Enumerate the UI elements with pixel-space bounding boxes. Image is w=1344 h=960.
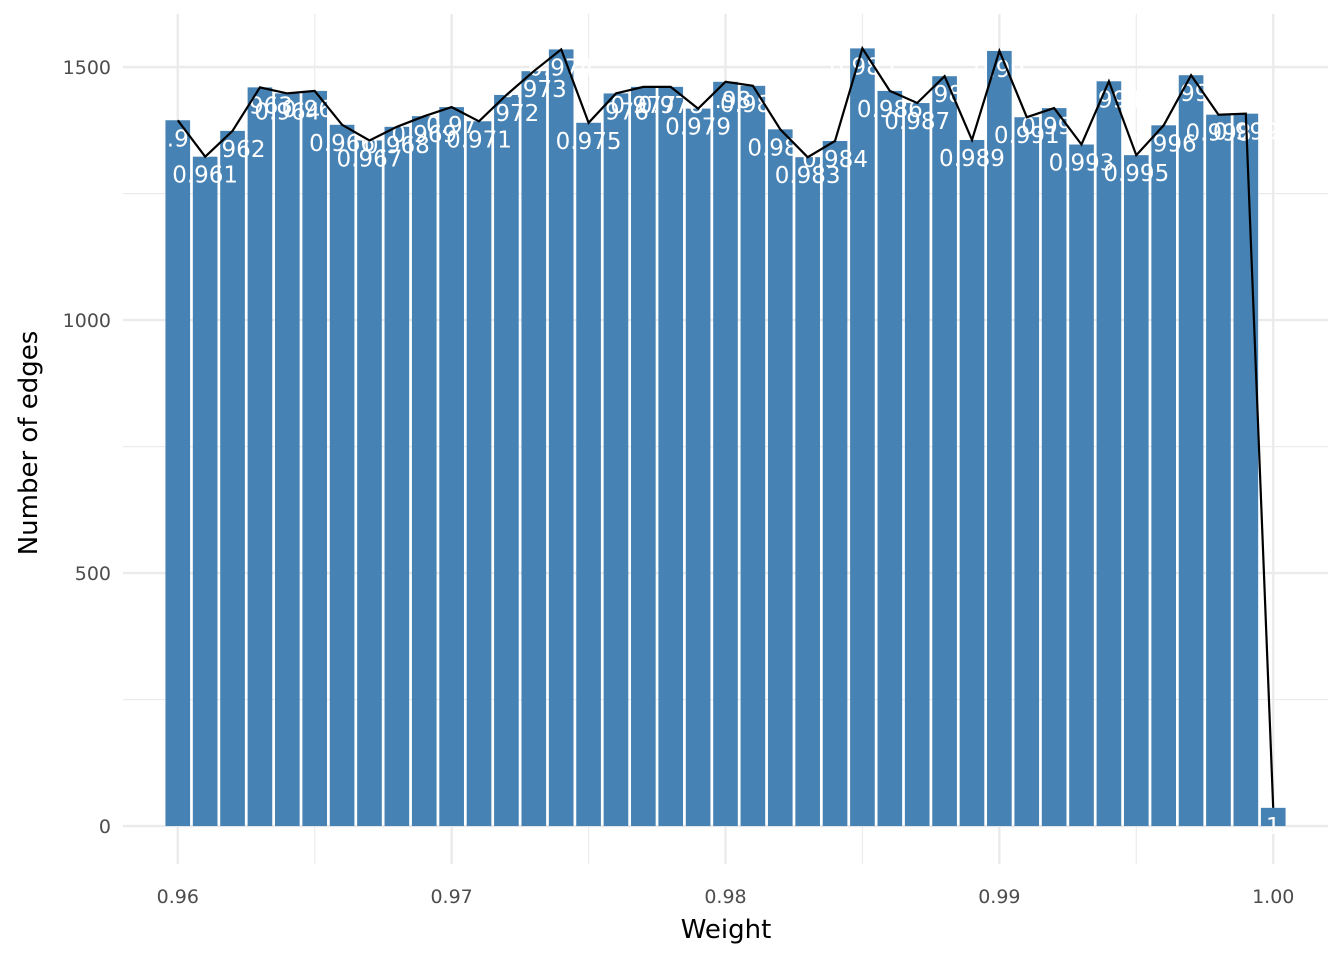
- bar: [1151, 125, 1177, 827]
- bar-value-label: 0.98: [700, 88, 751, 114]
- bar-value-label: 0.961: [172, 163, 238, 189]
- bar: [850, 48, 875, 827]
- bar-value-label: 0.971: [446, 127, 512, 153]
- y-tick-labels: 0 500 1000 1500: [63, 57, 111, 838]
- bar: [1233, 113, 1259, 827]
- bar-value-label: 0.975: [556, 129, 622, 155]
- bar: [274, 93, 300, 827]
- bar-value-label: 0.96: [152, 126, 203, 152]
- bar: [411, 116, 437, 827]
- bar: [548, 49, 574, 827]
- bar: [439, 107, 464, 827]
- y-tick-label: 0: [99, 816, 111, 838]
- bar-value-label: 0.987: [884, 109, 950, 135]
- bar: [1206, 114, 1231, 827]
- bar-value-label: 0.989: [939, 146, 1005, 172]
- bar: [384, 126, 410, 827]
- bar-value-label: 0.991: [994, 123, 1060, 149]
- bar: [521, 71, 547, 827]
- bar-value-label: 0.998: [1186, 121, 1252, 147]
- bar: [713, 81, 738, 827]
- bar: [767, 129, 793, 827]
- bar-value-label: 0.982: [747, 135, 813, 161]
- bar-value-label: 0.981: [720, 92, 786, 118]
- bar-value-label: 0.985: [830, 54, 896, 80]
- x-tick-labels: 0.96 0.97 0.98 0.99 1.00: [157, 886, 1295, 908]
- bar: [466, 121, 492, 827]
- bar: [329, 124, 355, 827]
- bar: [1178, 75, 1204, 827]
- bar: [987, 50, 1012, 827]
- bar: [192, 156, 218, 827]
- bar: [1014, 117, 1040, 827]
- bar-value-label: 0.974: [528, 55, 594, 81]
- bar: [1069, 144, 1094, 827]
- bar-value-label: 0.972: [473, 101, 539, 127]
- bar-value-label: 0.997: [1158, 81, 1224, 107]
- bar: [1096, 81, 1122, 827]
- bar: [932, 76, 957, 827]
- bar-value-label: 0.964: [254, 99, 320, 125]
- bar: [904, 103, 930, 827]
- y-tick-label: 1500: [63, 57, 111, 79]
- y-tick-label: 500: [75, 563, 111, 585]
- bar: [220, 130, 245, 827]
- bar-value-label: 0.988: [912, 82, 978, 108]
- bar: [302, 90, 328, 827]
- bar-value-label: 0.977: [610, 93, 676, 119]
- bar-value-label: 0.992: [1021, 114, 1087, 140]
- bar-value-label: 0.983: [775, 163, 841, 189]
- bar-value-label: 0.984: [802, 147, 868, 173]
- bar-value-label: 1: [1266, 814, 1281, 840]
- bar-value-label: 0.97: [426, 113, 477, 139]
- bar-value-label: 0.994: [1076, 87, 1142, 113]
- x-axis-title: Weight: [681, 915, 772, 945]
- bar: [658, 86, 684, 827]
- bar: [1260, 807, 1286, 827]
- bar-value-label: 0.993: [1049, 151, 1115, 177]
- bars-layer: [165, 48, 1286, 827]
- x-tick-label: 0.99: [978, 886, 1020, 908]
- bar-value-label: 0.978: [638, 93, 704, 119]
- bar: [603, 93, 629, 827]
- bar-value-label: 0.966: [309, 131, 375, 157]
- bar-value-label: 0.995: [1103, 161, 1169, 187]
- bar-value-label: 0.979: [665, 115, 731, 141]
- y-axis-title: Number of edges: [14, 331, 44, 556]
- bar: [1041, 108, 1067, 827]
- bar: [740, 85, 766, 827]
- bar: [822, 140, 848, 827]
- bar-value-label: 0.99: [974, 57, 1025, 83]
- trend-line: [176, 45, 1275, 808]
- bar-value-label: 0.962: [200, 137, 266, 163]
- bar-labels-layer: 0.960.9610.9620.9630.9640.9650.9660.9670…: [152, 54, 1280, 839]
- bar: [357, 140, 382, 827]
- bar: [631, 86, 656, 827]
- bar-value-label: 0.969: [391, 122, 457, 148]
- bar: [795, 157, 820, 827]
- y-tick-label: 1000: [63, 310, 111, 332]
- bar: [959, 139, 985, 827]
- bar: [877, 90, 903, 827]
- bar: [247, 87, 273, 827]
- bar-value-label: 0.996: [1131, 131, 1197, 157]
- x-tick-label: 0.98: [704, 886, 746, 908]
- bar-value-label: 0.967: [337, 146, 403, 172]
- bar: [685, 108, 711, 827]
- x-tick-label: 0.97: [430, 886, 472, 908]
- bar: [576, 122, 601, 827]
- bar-value-label: 0.963: [227, 93, 293, 119]
- x-tick-label: 1.00: [1252, 886, 1294, 908]
- bar: [165, 120, 191, 827]
- x-tick-label: 0.96: [157, 886, 199, 908]
- bar: [1123, 155, 1149, 827]
- bar: [494, 94, 519, 827]
- bar-value-label: 0.976: [583, 99, 649, 125]
